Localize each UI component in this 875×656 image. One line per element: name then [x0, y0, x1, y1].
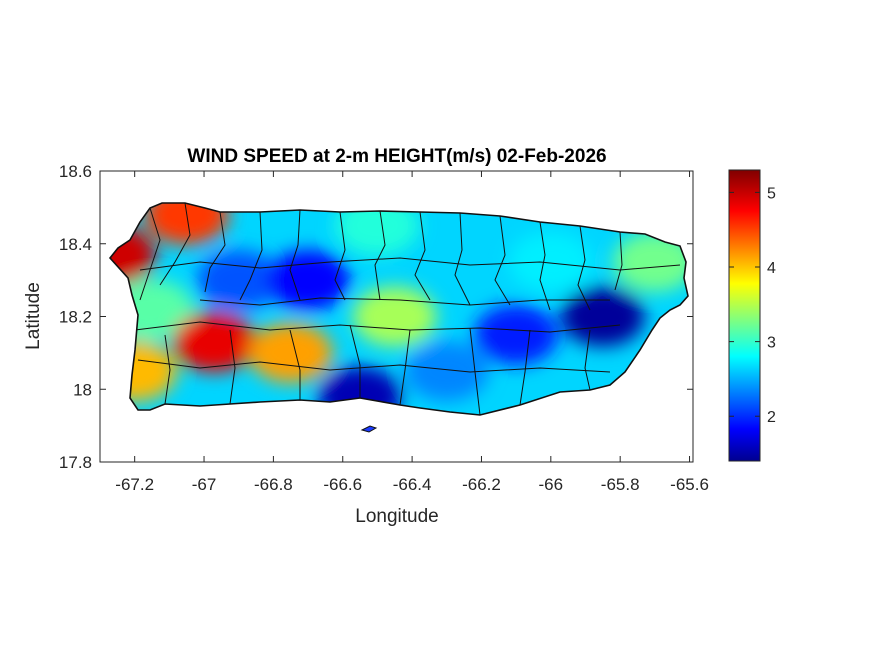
- y-tick-label: 18.2: [59, 308, 92, 327]
- municipality-boundaries: [134, 203, 681, 415]
- x-tick-label: -65.6: [670, 475, 709, 494]
- municipality-boundary-9: [494, 215, 511, 306]
- chart-title: WIND SPEED at 2-m HEIGHT(m/s) 02-Feb-202…: [187, 146, 606, 167]
- y-tick-label: 18: [73, 380, 92, 399]
- x-axis: -67.2 -67 -66.8 -66.6 -66.4 -66.2 -66 -65.8 -65.…: [115, 171, 709, 494]
- x-tick-label: -66.8: [254, 475, 293, 494]
- x-tick-label: -66.6: [323, 475, 362, 494]
- field-sample-5: [196, 250, 281, 311]
- x-tick-label: -65.8: [601, 475, 640, 494]
- y-tick-label: 18.6: [59, 162, 92, 181]
- municipality-boundary-21: [469, 327, 481, 415]
- municipality-boundary-18: [289, 329, 301, 400]
- municipality-boundary-14: [134, 321, 621, 333]
- municipality-boundary-0: [139, 207, 161, 301]
- colorbar-tick-label: 5: [767, 185, 776, 202]
- municipality-boundary-10: [539, 221, 551, 311]
- x-tick-label: -67: [192, 475, 217, 494]
- municipality-boundary-22: [519, 329, 531, 406]
- municipality-boundary-7: [414, 211, 431, 301]
- municipality-boundary-12: [614, 231, 623, 291]
- field-sample-10: [352, 286, 437, 347]
- municipality-boundary-4: [289, 209, 301, 301]
- y-tick-label: 17.8: [59, 453, 92, 472]
- field-sample-0: [110, 224, 156, 285]
- colorbar: [728, 169, 761, 462]
- municipality-boundary-16: [164, 334, 171, 405]
- municipality-boundary-1: [159, 203, 191, 286]
- x-tick-label: -66.4: [393, 475, 432, 494]
- municipality-boundary-15: [137, 359, 611, 373]
- colorbar-tick-label: 4: [767, 260, 776, 277]
- islet-outline: [360, 425, 378, 433]
- municipality-boundary-17: [229, 329, 236, 405]
- municipality-boundary-23: [584, 329, 591, 391]
- colorbar-tick-label: 3: [767, 335, 776, 352]
- municipality-boundary-8: [454, 212, 471, 306]
- wind-speed-field: [110, 203, 688, 415]
- x-axis-label: Longitude: [355, 506, 438, 527]
- field-sample-11: [404, 341, 489, 402]
- colorbar-ticks: 2 3 4 5: [729, 185, 776, 426]
- field-sample-12: [474, 304, 559, 365]
- municipality-boundary-13: [139, 257, 681, 271]
- field-sample-7: [266, 250, 351, 311]
- municipality-boundary-5: [334, 211, 346, 301]
- field-sample-14: [560, 286, 645, 347]
- y-axis-label: Latitude: [23, 282, 44, 350]
- field-sample-15: [612, 231, 688, 292]
- field-sample-9: [335, 203, 420, 256]
- field-sample-4: [172, 311, 257, 372]
- x-tick-label: -66.2: [462, 475, 501, 494]
- y-tick-label: 18.4: [59, 235, 92, 254]
- municipality-boundary-20: [399, 329, 411, 406]
- municipality-boundary-6: [374, 210, 386, 301]
- municipality-boundary-19: [349, 324, 361, 398]
- x-tick-label: -66: [539, 475, 564, 494]
- municipality-boundary-2: [204, 211, 226, 293]
- municipality-boundary-11: [577, 225, 591, 311]
- field-sample-13: [508, 231, 593, 292]
- municipality-boundary-24: [199, 297, 610, 306]
- y-axis: 17.8 18 18.2 18.4 18.6: [59, 162, 693, 472]
- municipality-boundary-3: [239, 211, 263, 301]
- colorbar-tick-label: 2: [767, 409, 776, 426]
- x-tick-label: -67.2: [115, 475, 154, 494]
